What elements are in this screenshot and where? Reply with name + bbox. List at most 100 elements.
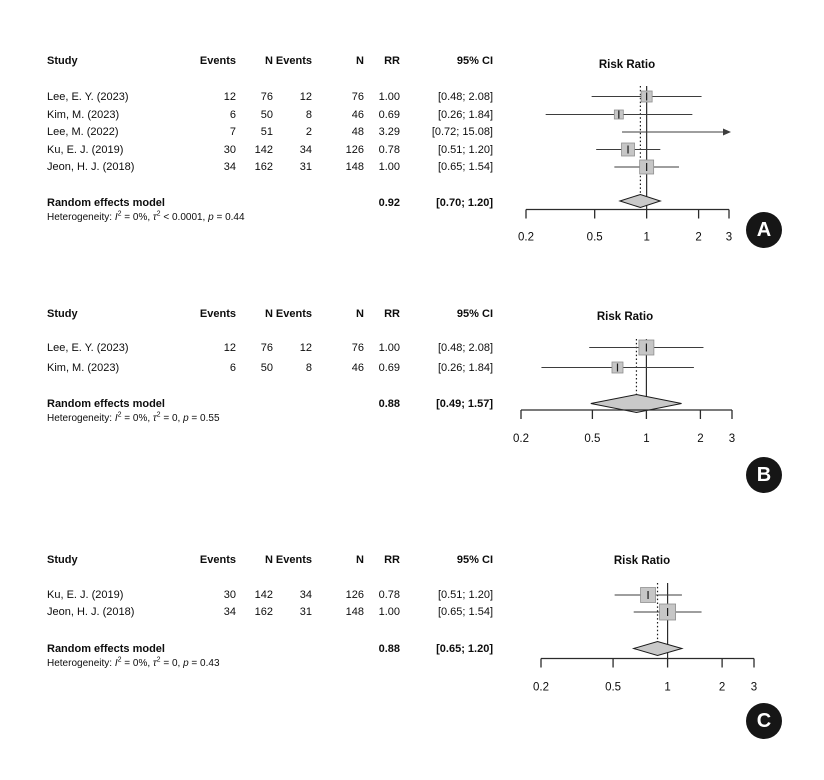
study-table-row: Jeon, H. J. (2018) 34 162 31 148 1.00 [0.65; 1… bbox=[47, 160, 493, 174]
het-tau_rest: = 0, bbox=[160, 413, 184, 424]
cell-study: Kim, M. (2023) bbox=[47, 361, 120, 374]
study-table-row: Kim, M. (2023) 6 50 8 46 0.69 [0.26; 1.84] bbox=[47, 108, 493, 122]
het-tau_rest: < 0.0001, bbox=[160, 212, 209, 223]
cell-n1: 50 bbox=[260, 361, 273, 374]
cell-ci: [0.26; 1.84] bbox=[437, 361, 493, 374]
cell-ci: [0.51; 1.20] bbox=[437, 589, 493, 601]
header-events1: Events bbox=[199, 55, 236, 67]
cell-n1: 76 bbox=[260, 90, 273, 103]
header-events1: Events bbox=[199, 308, 236, 320]
axis-tick-label: 0.5 bbox=[605, 682, 621, 694]
header-n1: N bbox=[265, 554, 273, 566]
cell-rr: 1.00 bbox=[378, 161, 400, 173]
het-p_rest: = 0.44 bbox=[213, 212, 245, 223]
panel-a-badge-letter: A bbox=[756, 218, 772, 241]
heterogeneity-line: Heterogeneity: I2 = 0%, τ2 = 0, p = 0.43 bbox=[47, 657, 220, 670]
cell-study: Kim, M. (2023) bbox=[47, 108, 120, 121]
panel-b-badge-letter: B bbox=[756, 463, 772, 486]
cell-rr: 1.00 bbox=[378, 90, 400, 103]
het-tau_rest: = 0, bbox=[160, 658, 184, 669]
header-rr: RR bbox=[384, 55, 400, 67]
panel-c-badge-letter: C bbox=[756, 709, 772, 732]
plot-title: Risk Ratio bbox=[614, 555, 670, 567]
cell-events1: 34 bbox=[223, 161, 236, 173]
header-n2: N bbox=[356, 308, 364, 320]
cell-study: Ku, E. J. (2019) bbox=[47, 143, 124, 156]
header-ci: 95% CI bbox=[456, 554, 493, 566]
panel-b-forest-plot: Risk Ratio 0.2 0.5 1 2 3 bbox=[513, 311, 735, 445]
cell-events2: 8 bbox=[305, 361, 312, 374]
cell-ci: [0.65; 1.54] bbox=[437, 161, 493, 173]
cell-n1: 76 bbox=[260, 341, 273, 354]
summary-ci: [0.49; 1.57] bbox=[436, 397, 493, 410]
panel-a-forest-plot: Risk Ratio 0.2 0.5 1 2 3 bbox=[518, 59, 732, 244]
axis-tick-label: 2 bbox=[695, 232, 701, 244]
panel-c-table-header: Study Events N Events N RR 95% CI bbox=[47, 553, 493, 567]
axis-tick-label: 3 bbox=[751, 682, 757, 694]
cell-events1: 12 bbox=[223, 341, 236, 354]
cell-n2: 126 bbox=[345, 143, 364, 156]
het-i_rest: = 0%, bbox=[121, 212, 153, 223]
study-table-row: Lee, E. Y. (2023) 12 76 12 76 1.00 [0.48; 2.08… bbox=[47, 90, 493, 104]
cell-n2: 126 bbox=[345, 589, 364, 601]
summary-row: Random effects model 0.92 [0.70; 1.20] bbox=[47, 196, 493, 210]
plot-title: Risk Ratio bbox=[599, 59, 655, 71]
cell-events1: 6 bbox=[229, 108, 236, 121]
cell-n2: 148 bbox=[345, 161, 364, 173]
header-ci: 95% CI bbox=[456, 55, 493, 67]
cell-events2: 2 bbox=[305, 126, 312, 138]
header-study: Study bbox=[47, 55, 78, 67]
axis-tick-label: 1 bbox=[643, 433, 649, 445]
het-tau_sym: τ bbox=[152, 212, 157, 223]
het-p_rest: = 0.43 bbox=[188, 658, 220, 669]
panel-a-badge: A bbox=[746, 212, 782, 248]
cell-n2: 76 bbox=[351, 341, 364, 354]
study-table-row: Lee, E. Y. (2023) 12 76 12 76 1.00 [0.48; 2.08… bbox=[47, 341, 493, 355]
cell-events1: 7 bbox=[229, 126, 236, 138]
cell-n1: 162 bbox=[254, 605, 273, 618]
het-i_sup: 2 bbox=[117, 210, 122, 218]
cell-events1: 30 bbox=[223, 143, 236, 156]
summary-rr: 0.92 bbox=[378, 196, 400, 209]
cell-n1: 51 bbox=[260, 126, 273, 138]
arrow-right-head bbox=[723, 128, 731, 136]
cell-events1: 6 bbox=[229, 361, 236, 374]
het-lead: Heterogeneity: bbox=[47, 658, 115, 669]
het-i_sym: I bbox=[114, 212, 118, 223]
summary-rr: 0.88 bbox=[378, 397, 400, 410]
cell-events2: 31 bbox=[299, 605, 312, 618]
het-tau_sup: 2 bbox=[156, 210, 161, 218]
cell-n1: 50 bbox=[260, 108, 273, 121]
cell-events2: 31 bbox=[299, 161, 312, 173]
panel-b-badge: B bbox=[746, 457, 782, 493]
header-events2: Events bbox=[275, 55, 312, 67]
cell-n2: 148 bbox=[345, 605, 364, 618]
cell-ci: [0.72; 15.08] bbox=[431, 126, 493, 138]
summary-ci: [0.70; 1.20] bbox=[436, 196, 493, 209]
het-tau_sup: 2 bbox=[156, 656, 161, 664]
cell-n1: 162 bbox=[254, 161, 273, 173]
panel-b-table-header: Study Events N Events N RR 95% CI bbox=[47, 307, 493, 321]
cell-events1: 30 bbox=[223, 589, 236, 601]
axis-tick-label: 0.2 bbox=[513, 433, 529, 445]
header-study: Study bbox=[47, 554, 78, 566]
summary-rr: 0.88 bbox=[378, 642, 400, 655]
het-p_sym: p bbox=[208, 212, 214, 223]
cell-rr: 0.78 bbox=[378, 143, 400, 156]
study-table-row: Ku, E. J. (2019) 30 142 34 126 0.78 [0.51; 1.2… bbox=[47, 588, 493, 602]
summary-diamond bbox=[618, 193, 662, 209]
cell-ci: [0.48; 2.08] bbox=[437, 341, 493, 354]
cell-study: Jeon, H. J. (2018) bbox=[47, 605, 135, 618]
cell-study: Jeon, H. J. (2018) bbox=[47, 161, 135, 173]
het-i_sup: 2 bbox=[117, 656, 122, 664]
het-p_sym: p bbox=[183, 658, 189, 669]
cell-n2: 46 bbox=[351, 108, 364, 121]
plot-title: Risk Ratio bbox=[597, 311, 653, 323]
cell-rr: 3.29 bbox=[378, 126, 400, 138]
het-tau_sup: 2 bbox=[156, 411, 161, 419]
het-i_sup: 2 bbox=[117, 411, 122, 419]
cell-n1: 142 bbox=[254, 589, 273, 601]
header-n2: N bbox=[356, 554, 364, 566]
axis-tick-label: 0.2 bbox=[518, 232, 534, 244]
